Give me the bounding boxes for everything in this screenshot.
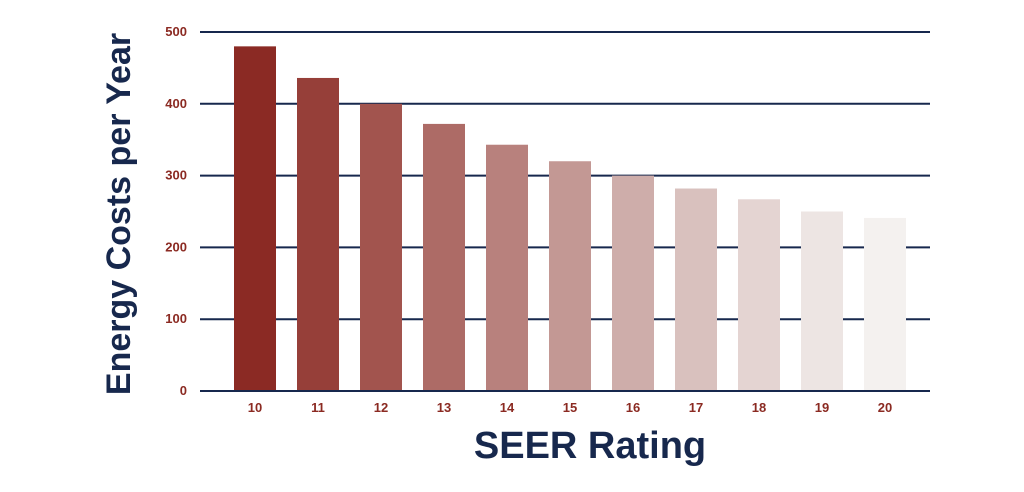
x-tick-labels: 10 11 12 13 14 15 16 17 18 19 20 (248, 400, 892, 415)
bar (486, 144, 528, 391)
y-tick-label: 400 (165, 96, 187, 111)
y-tick-label: 300 (165, 168, 187, 183)
x-tick-label: 10 (248, 400, 262, 415)
y-tick-label: 500 (165, 24, 187, 39)
x-tick-label: 15 (563, 400, 577, 415)
x-tick-label: 18 (752, 400, 766, 415)
x-tick-label: 11 (311, 400, 325, 415)
x-tick-label: 12 (374, 400, 388, 415)
y-tick-label: 200 (165, 239, 187, 254)
x-tick-label: 17 (689, 400, 703, 415)
bar (675, 188, 717, 391)
bar (234, 46, 276, 392)
bar (612, 175, 654, 391)
bar (738, 199, 780, 391)
x-tick-label: 14 (500, 400, 515, 415)
x-axis-title: SEER Rating (474, 425, 706, 467)
bar (423, 123, 465, 392)
x-tick-label: 13 (437, 400, 451, 415)
y-tick-labels: 0 100 200 300 400 500 (165, 24, 187, 398)
bar (864, 217, 906, 391)
bar (801, 211, 843, 391)
y-axis-title: Energy Costs per Year (100, 33, 138, 395)
x-tick-label: 16 (626, 400, 640, 415)
x-tick-label: 19 (815, 400, 829, 415)
bar (549, 161, 591, 391)
bars (200, 46, 930, 392)
y-tick-label: 100 (165, 311, 187, 326)
bar (297, 77, 339, 392)
bar (360, 103, 402, 392)
x-tick-label: 20 (878, 400, 892, 415)
y-tick-label: 0 (180, 383, 187, 398)
